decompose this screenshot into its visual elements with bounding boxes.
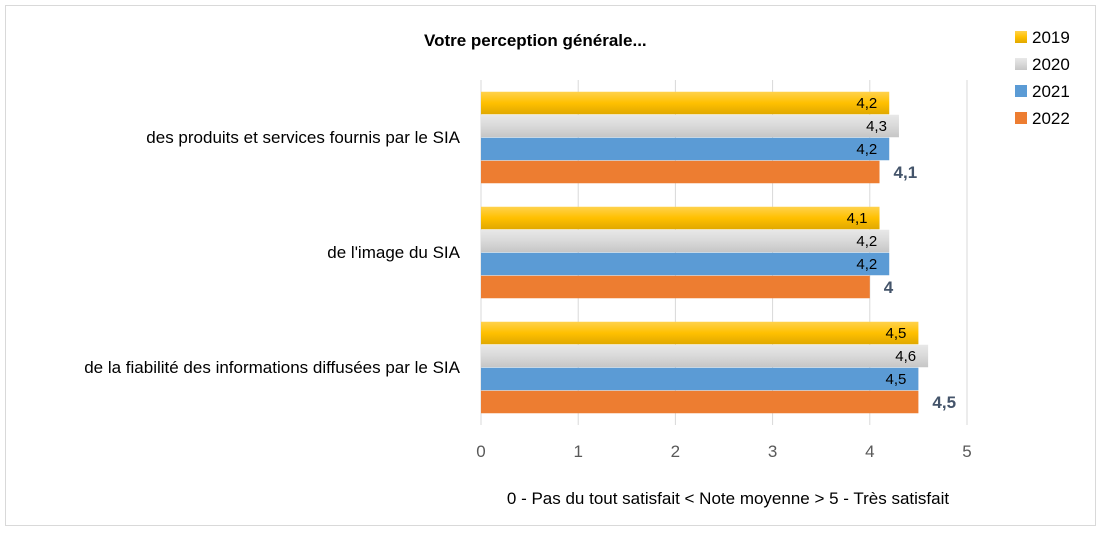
x-tick-label: 5 [962,442,971,461]
x-tick-label: 0 [476,442,485,461]
bar-2021 [481,367,919,391]
chart-title: Votre perception générale... [424,31,647,50]
grid-lines [480,80,968,425]
x-tick-labels: 0 1 2 3 4 5 [476,442,971,461]
legend-swatch [1015,58,1027,70]
legend: 2019 2020 2021 2022 [1015,28,1070,128]
bar-2020 [481,344,929,368]
bars: 4,2 4,3 4,2 4,1 4,1 4,2 4,2 4 4,5 4,6 4,5 4,5 [481,91,956,414]
bar-2022 [481,275,870,299]
data-label: 4,1 [894,163,918,182]
bar-2020 [481,114,899,138]
bar-2021 [481,252,890,276]
legend-swatch [1015,31,1027,43]
x-axis-label: 0 - Pas du tout satisfait < Note moyenne… [507,489,949,508]
legend-label: 2019 [1032,28,1070,47]
x-tick-label: 3 [768,442,777,461]
category-label: de l'image du SIA [327,243,460,262]
legend-label: 2022 [1032,109,1070,128]
data-label: 4 [884,278,894,297]
bar-2022 [481,160,880,184]
data-label: 4,2 [856,95,877,112]
legend-label: 2021 [1032,82,1070,101]
data-label: 4,3 [866,118,887,135]
data-label: 4,2 [856,141,877,158]
data-label: 4,6 [895,348,916,365]
x-tick-label: 1 [573,442,582,461]
data-label: 4,5 [932,393,956,412]
category-label: des produits et services fournis par le … [146,128,460,147]
x-tick-label: 4 [865,442,874,461]
bar-2019 [481,206,880,230]
legend-swatch [1015,112,1027,124]
legend-label: 2020 [1032,55,1070,74]
bar-2019 [481,91,890,115]
legend-swatch [1015,85,1027,97]
category-labels: des produits et services fournis par le … [84,128,460,377]
bar-2022 [481,390,919,414]
data-label: 4,5 [886,371,907,388]
data-label: 4,1 [847,210,868,227]
data-label: 4,2 [856,256,877,273]
bar-2020 [481,229,890,253]
data-label: 4,5 [886,325,907,342]
bar-2019 [481,321,919,345]
category-label: de la fiabilité des informations diffusé… [84,358,460,377]
data-label: 4,2 [856,233,877,250]
bar-2021 [481,137,890,161]
x-tick-label: 2 [671,442,680,461]
